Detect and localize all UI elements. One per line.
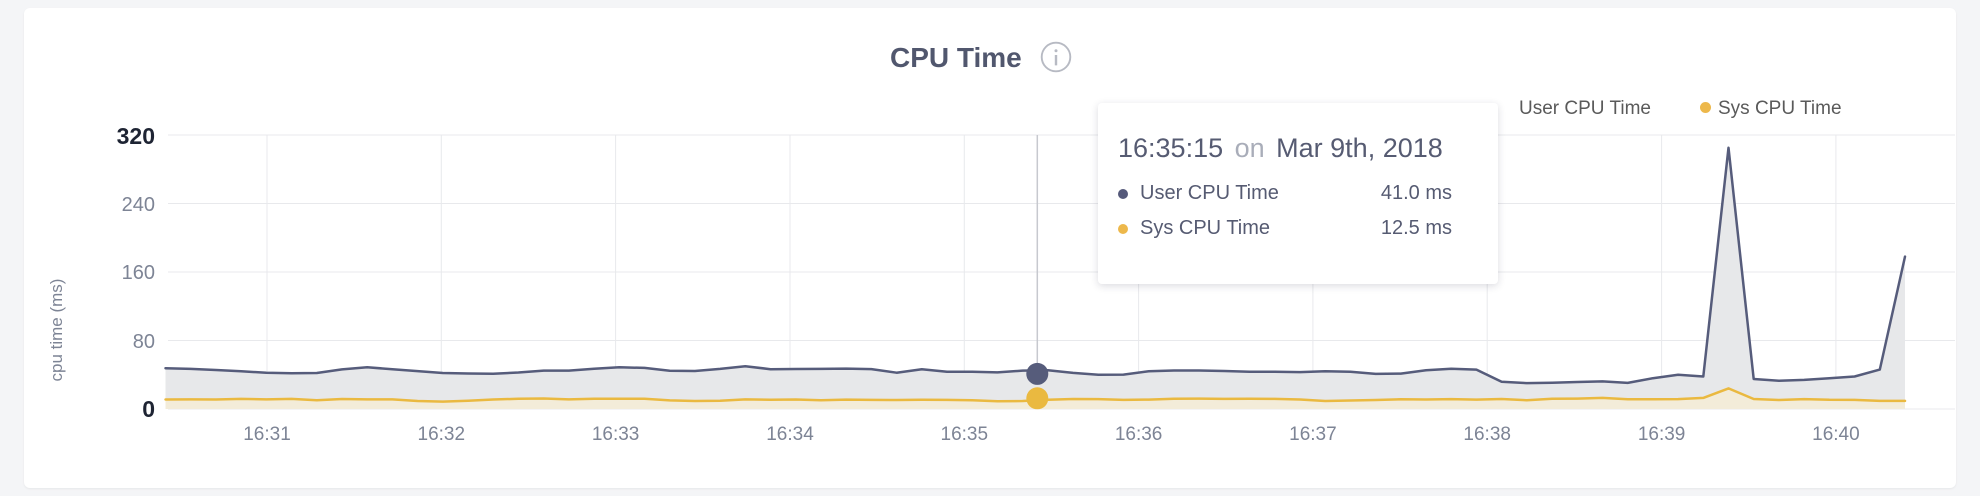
svg-text:16:35: 16:35: [941, 424, 989, 445]
svg-text:cpu time (ms): cpu time (ms): [47, 279, 66, 382]
svg-text:16:38: 16:38: [1463, 424, 1511, 445]
svg-text:240: 240: [122, 194, 155, 216]
svg-text:80: 80: [133, 331, 155, 353]
svg-text:16:33: 16:33: [592, 424, 640, 445]
svg-text:160: 160: [122, 262, 155, 284]
svg-text:16:36: 16:36: [1115, 424, 1163, 445]
svg-text:16:39: 16:39: [1638, 424, 1686, 445]
svg-text:0: 0: [142, 396, 155, 422]
svg-text:16:34: 16:34: [766, 424, 814, 445]
svg-text:16:40: 16:40: [1812, 424, 1860, 445]
svg-text:16:32: 16:32: [418, 424, 466, 445]
svg-text:16:31: 16:31: [243, 424, 291, 445]
svg-text:16:37: 16:37: [1289, 424, 1337, 445]
svg-text:320: 320: [117, 123, 155, 149]
